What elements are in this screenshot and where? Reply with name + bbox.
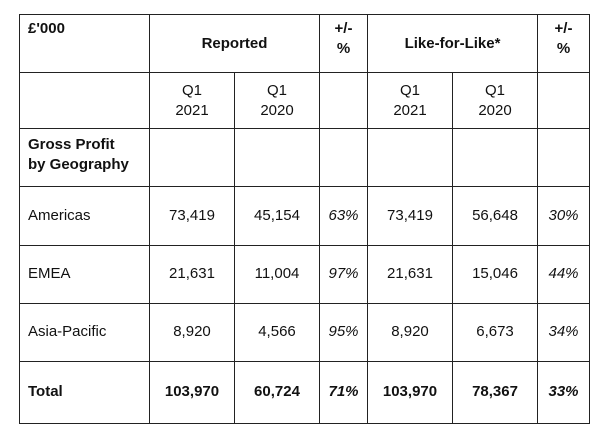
reported-change-value: 71%	[319, 360, 368, 425]
empty-cell	[451, 128, 539, 188]
empty-cell	[19, 72, 150, 130]
table-row: Asia-Pacific 8,920 4,566 95% 8,920 6,673…	[19, 302, 591, 362]
empty-cell	[149, 128, 235, 188]
lfl-change-value: 34%	[537, 302, 591, 362]
reported-2020-value: 45,154	[234, 186, 320, 246]
empty-cell	[319, 128, 368, 188]
lfl-2021-value: 21,631	[367, 244, 453, 304]
table-row: Americas 73,419 45,154 63% 73,419 56,648…	[19, 186, 591, 246]
table-row: EMEA 21,631 11,004 97% 21,631 15,046 44%	[19, 244, 591, 304]
currency-unit-label: £'000	[19, 13, 150, 74]
reported-change-header: +/- %	[319, 13, 368, 74]
empty-cell	[319, 72, 368, 130]
row-label: Total	[19, 360, 150, 425]
lfl-2020-value: 15,046	[451, 244, 539, 304]
reported-2020-value: 60,724	[234, 360, 320, 425]
lfl-2021-value: 73,419	[367, 186, 453, 246]
row-label: Americas	[19, 186, 150, 246]
lfl-2021-value: 8,920	[367, 302, 453, 362]
lfl-2020-value: 78,367	[451, 360, 539, 425]
change-header-unit: %	[556, 40, 571, 57]
period-lfl-2020: Q1 2020	[451, 72, 539, 130]
lfl-2020-value: 56,648	[451, 186, 539, 246]
reported-change-value: 63%	[319, 186, 368, 246]
reported-change-value: 95%	[319, 302, 368, 362]
period-quarter: Q1	[485, 81, 506, 99]
empty-cell	[367, 128, 453, 188]
lfl-change-value: 30%	[537, 186, 591, 246]
lfl-change-header: +/- %	[537, 13, 591, 74]
row-label: EMEA	[19, 244, 150, 304]
period-year: 2020	[478, 101, 512, 119]
reported-2021-value: 8,920	[149, 302, 235, 362]
period-reported-2020: Q1 2020	[234, 72, 320, 130]
gross-profit-table: £'000 Reported +/- % Like-for-Like* +/- …	[19, 13, 591, 425]
change-header-sign: +/-	[554, 20, 573, 37]
change-header-sign: +/-	[334, 20, 353, 37]
period-quarter: Q1	[266, 81, 287, 99]
reported-2021-value: 21,631	[149, 244, 235, 304]
empty-cell	[537, 72, 591, 130]
empty-cell	[537, 128, 591, 188]
reported-2020-value: 4,566	[234, 302, 320, 362]
header-row-periods: Q1 2021 Q1 2020 Q1 2021 Q1 2020	[19, 72, 591, 130]
period-reported-2021: Q1 2021	[149, 72, 235, 130]
section-row: Gross Profit by Geography	[19, 128, 591, 188]
reported-group-header: Reported	[149, 13, 320, 74]
empty-cell	[234, 128, 320, 188]
row-label: Asia-Pacific	[19, 302, 150, 362]
lfl-2021-value: 103,970	[367, 360, 453, 425]
period-year: 2020	[260, 101, 294, 119]
period-lfl-2021: Q1 2021	[367, 72, 453, 130]
lfl-change-value: 33%	[537, 360, 591, 425]
change-header-unit: %	[336, 40, 351, 57]
header-row-groups: £'000 Reported +/- % Like-for-Like* +/- …	[19, 13, 591, 74]
reported-2020-value: 11,004	[234, 244, 320, 304]
period-quarter: Q1	[399, 81, 420, 99]
lfl-change-value: 44%	[537, 244, 591, 304]
reported-2021-value: 103,970	[149, 360, 235, 425]
reported-2021-value: 73,419	[149, 186, 235, 246]
period-quarter: Q1	[181, 81, 202, 99]
reported-change-value: 97%	[319, 244, 368, 304]
total-row: Total 103,970 60,724 71% 103,970 78,367 …	[19, 360, 591, 425]
period-year: 2021	[393, 101, 427, 119]
lfl-2020-value: 6,673	[451, 302, 539, 362]
section-label: Gross Profit by Geography	[19, 128, 150, 188]
period-year: 2021	[175, 101, 209, 119]
lfl-group-header: Like-for-Like*	[366, 13, 539, 74]
